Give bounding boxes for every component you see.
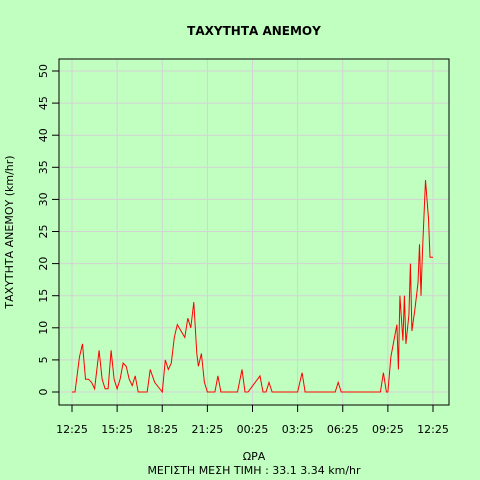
y-tick-label: 45 bbox=[37, 96, 50, 110]
chart-subtitle: ΜΕΓΙΣΤΗ ΜΕΣΗ ΤΙΜΗ : 33.1 3.34 km/hr bbox=[147, 464, 361, 477]
x-tick-label: 09:25 bbox=[372, 423, 404, 436]
series-lines bbox=[72, 180, 433, 394]
x-tick-label: 06:25 bbox=[327, 423, 359, 436]
y-tick-label: 25 bbox=[37, 225, 50, 239]
chart-title: ΤΑΧΥΤΗΤΑ ΑΝΕΜΟΥ bbox=[187, 24, 321, 38]
x-tick-label: 18:25 bbox=[146, 423, 178, 436]
x-tick-label: 00:25 bbox=[237, 423, 269, 436]
y-tick-label: 5 bbox=[37, 356, 50, 363]
y-tick-label: 10 bbox=[37, 321, 50, 335]
x-tick-label: 21:25 bbox=[192, 423, 224, 436]
y-tick-label: 40 bbox=[37, 128, 50, 142]
x-tick-label: 03:25 bbox=[282, 423, 314, 436]
y-tick-label: 35 bbox=[37, 160, 50, 174]
wind-speed-line bbox=[72, 180, 433, 394]
y-tick-label: 15 bbox=[37, 289, 50, 303]
x-tick-label: 15:25 bbox=[101, 423, 133, 436]
grid-lines bbox=[59, 59, 449, 405]
y-tick-label: 30 bbox=[37, 192, 50, 206]
y-tick-label: 50 bbox=[37, 64, 50, 78]
y-tick-label: 0 bbox=[37, 389, 50, 396]
x-tick-label: 12:25 bbox=[417, 423, 449, 436]
x-axis-label: ΩΡΑ bbox=[243, 450, 266, 463]
y-axis-label: ΤΑΧΥΤΗΤΑ ΑΝΕΜΟΥ (km/hr) bbox=[3, 155, 16, 309]
y-axis: 0 5 10 15 20 25 30 35 40 45 50 bbox=[37, 64, 59, 396]
x-axis: 12:25 15:25 18:25 21:25 00:25 03:25 06:25 09:25… bbox=[56, 405, 449, 436]
y-tick-label: 20 bbox=[37, 257, 50, 271]
x-tick-label: 12:25 bbox=[56, 423, 88, 436]
